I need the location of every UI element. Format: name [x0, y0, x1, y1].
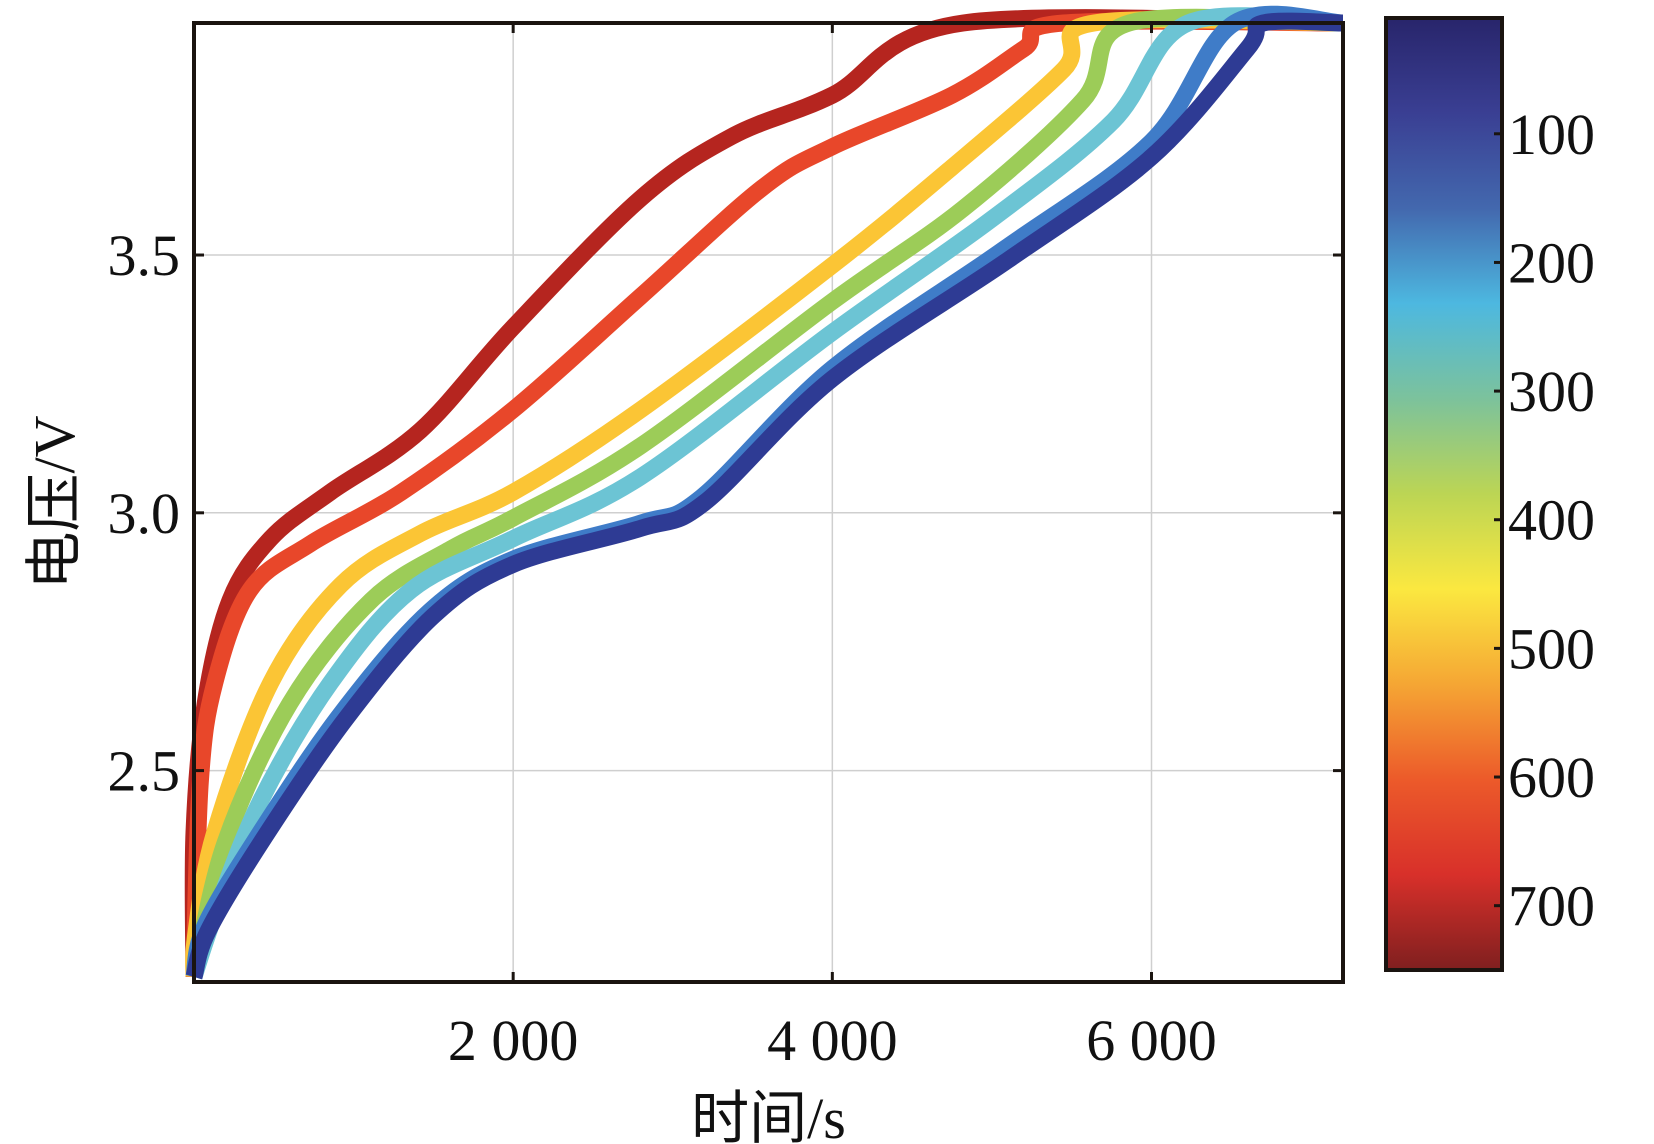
axis-ticks [194, 23, 1343, 982]
colorbar-tick-label: 200 [1508, 230, 1595, 295]
colorbar-tick-label: 400 [1508, 488, 1595, 553]
colorbar [1384, 16, 1504, 972]
y-tick-label: 3.0 [108, 481, 181, 546]
y-tick-label: 2.5 [108, 739, 181, 804]
series-line-700 [184, 9, 1344, 977]
x-tick-labels: 2 000 4 000 6 000 [448, 1008, 1217, 1073]
plot-frame [192, 21, 1345, 984]
series-line-200 [185, 5, 1344, 979]
x-axis-title: 时间/s [691, 1086, 846, 1144]
colorbar-tick-label: 300 [1508, 359, 1595, 424]
x-tick-label: 4 000 [767, 1008, 898, 1073]
x-tick-label: 2 000 [448, 1008, 579, 1073]
y-axis-title: 电压/V [22, 415, 87, 589]
series-line-400 [185, 8, 1344, 979]
colorbar-tick-label: 600 [1508, 745, 1595, 810]
y-tick-label: 3.5 [108, 223, 181, 288]
series-line-600 [185, 12, 1344, 978]
series-line-300 [185, 7, 1344, 980]
colorbar-ticks: 100 200 300 400 500 600 700 [1494, 102, 1595, 939]
series-line-100 [185, 12, 1344, 980]
colorbar-tick-label: 500 [1508, 616, 1595, 681]
y-tick-labels: 2.5 3.0 3.5 [108, 223, 181, 804]
series-line-500 [185, 11, 1344, 978]
grid-lines [194, 23, 1343, 982]
colorbar-tick-label: 700 [1508, 874, 1595, 939]
colorbar-tick-label: 100 [1508, 102, 1595, 167]
series-group [184, 5, 1344, 980]
x-tick-label: 6 000 [1086, 1008, 1217, 1073]
